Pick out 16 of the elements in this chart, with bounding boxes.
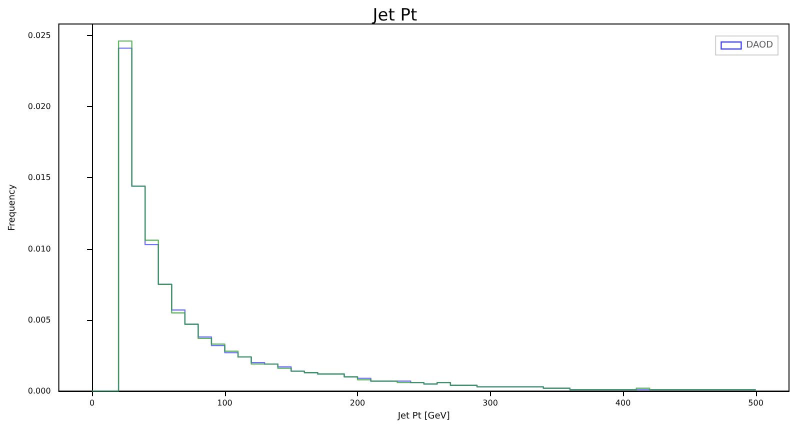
x-tick-label: 500 bbox=[748, 398, 764, 408]
y-tick-label: 0.015 bbox=[28, 173, 51, 182]
x-tick-label: 300 bbox=[482, 398, 498, 408]
y-tick-label: 0.005 bbox=[28, 315, 51, 324]
legend-label: DAOD bbox=[746, 40, 774, 50]
chart-title: Jet Pt bbox=[372, 6, 418, 26]
x-tick-label: 200 bbox=[350, 398, 366, 408]
y-tick-label: 0.020 bbox=[28, 102, 51, 112]
y-axis-title: Frequency bbox=[8, 184, 18, 231]
x-tick-label: 400 bbox=[615, 398, 631, 408]
y-tick-label: 0.025 bbox=[28, 30, 51, 40]
x-axis-title: Jet Pt [GeV] bbox=[396, 412, 450, 422]
y-tick-label: 0.000 bbox=[28, 386, 51, 396]
x-tick-label: 100 bbox=[217, 398, 232, 408]
y-tick-label: 0.010 bbox=[28, 244, 51, 254]
x-tick-label: 0 bbox=[89, 398, 95, 408]
